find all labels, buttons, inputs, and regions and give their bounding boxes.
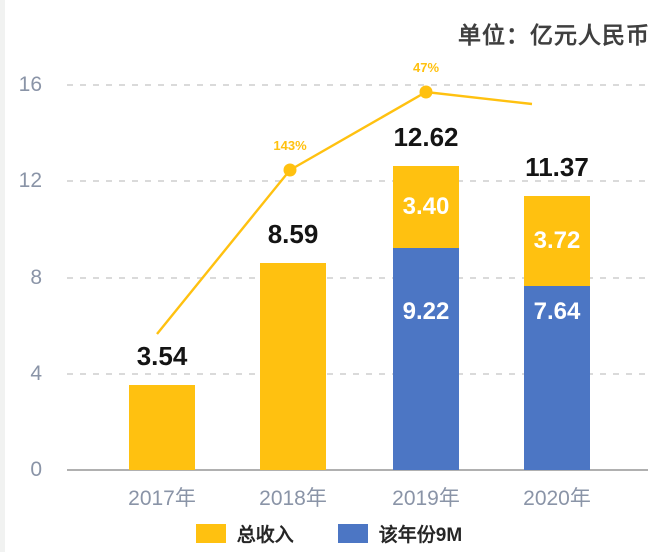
line-marker [419, 85, 433, 99]
x-axis-label: 2020年 [523, 487, 591, 510]
y-axis-label: 0 [30, 458, 42, 481]
bar-segment-total-remainder [393, 166, 459, 249]
legend-item-nine-month: 该年份9M [337, 520, 463, 547]
bar-total-value: 12.62 [393, 122, 459, 153]
bar-total-value: 3.54 [136, 340, 188, 371]
legend-label-total-revenue: 总收入 [236, 525, 294, 546]
legend-item-total-revenue: 总收入 [195, 520, 294, 547]
line-marker [283, 163, 297, 177]
gridline-y4 [67, 372, 648, 375]
x-axis-label: 2019年 [392, 487, 460, 510]
y-axis-label: 16 [18, 73, 42, 96]
gridline-y8 [67, 276, 648, 279]
legend-label-nine-month: 该年份9M [378, 525, 463, 546]
legend-swatch-total-revenue [195, 524, 226, 543]
bar-value-nine-month: 9.22 [402, 298, 450, 325]
x-axis-label: 2018年 [259, 487, 327, 510]
bar-segment-total-remainder [524, 196, 590, 287]
legend-swatch-nine-month [337, 524, 368, 543]
gridline-y12 [67, 180, 648, 183]
bar-total-value: 8.59 [267, 219, 319, 250]
chart-unit-note: 单位：亿元人民币 [458, 22, 650, 48]
bar-value-nine-month: 7.64 [533, 298, 581, 325]
bar-total-value: 11.37 [525, 152, 589, 183]
bar-value-top-segment: 3.40 [402, 193, 450, 221]
gridline-y16 [67, 84, 648, 86]
growth-percent-label: 143% [273, 138, 307, 153]
bar-segment-total [260, 263, 326, 470]
y-axis-label: 12 [18, 169, 42, 193]
growth-percent-label: 47% [412, 60, 440, 75]
x-axis-line [67, 469, 648, 471]
bar-segment-nine-month [524, 286, 590, 470]
y-axis-label: 4 [30, 361, 42, 385]
x-axis-label: 2017年 [128, 487, 196, 510]
y-axis-label: 8 [30, 265, 42, 289]
chart-legend: 总收入 该年份9M [0, 520, 658, 547]
bar-segment-total [129, 384, 195, 470]
bar-value-top-segment: 3.72 [533, 227, 581, 255]
bar-segment-nine-month [393, 248, 459, 470]
left-edge-strip [0, 0, 5, 552]
